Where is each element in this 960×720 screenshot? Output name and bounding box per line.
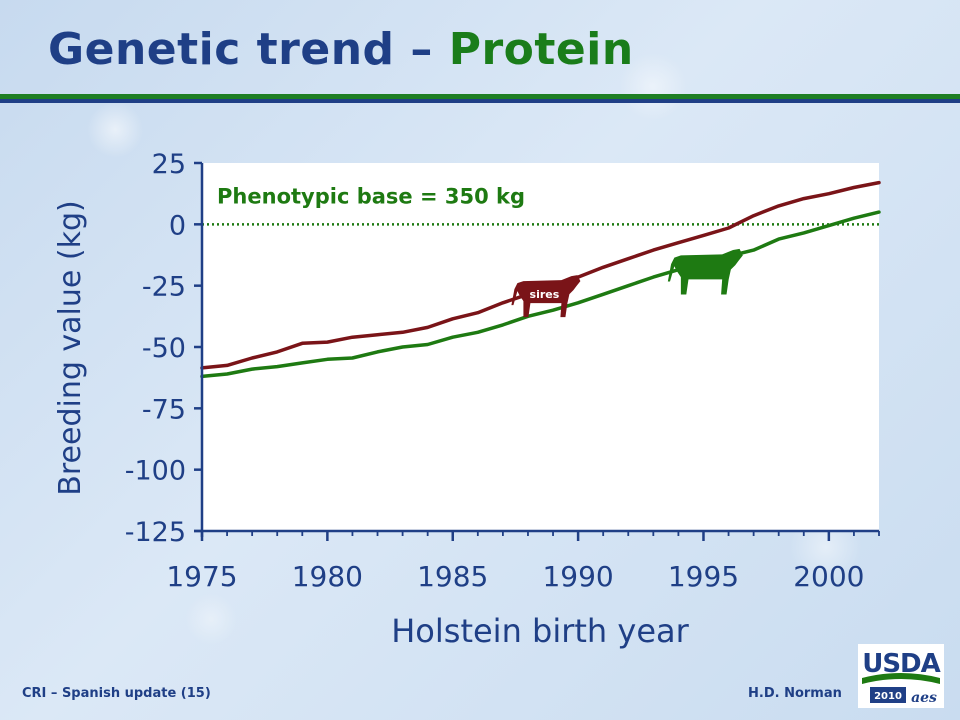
cows-trend-line: [200, 210, 881, 379]
x-tick-label: 1975: [166, 560, 237, 593]
x-axis-label: Holstein birth year: [391, 612, 689, 650]
y-tick-label: 0: [169, 210, 186, 241]
title-rule-blue: [0, 99, 960, 103]
y-tick-label: -50: [142, 333, 186, 364]
title-main: Genetic trend: [48, 24, 395, 75]
title-rule-green: [0, 94, 960, 99]
slide-title: Genetic trend – Protein: [48, 24, 634, 75]
y-axis-label: Breeding value (kg): [53, 200, 88, 495]
x-tick-label: 1980: [292, 560, 363, 593]
phenotypic-base-label: Phenotypic base = 350 kg: [217, 184, 525, 208]
title-sub: Protein: [448, 24, 634, 75]
footer-presentation-label: CRI – Spanish update (15): [22, 686, 211, 701]
title-dash: –: [410, 24, 433, 75]
sires-label: sires: [530, 288, 560, 301]
x-tick-label: 1995: [668, 560, 739, 593]
usda-logo-year: 2010: [874, 691, 902, 702]
y-tick-label: 25: [152, 149, 186, 180]
aes-logo-mark: aes: [911, 690, 937, 706]
y-tick-label: -75: [142, 394, 186, 425]
y-tick-label: -100: [125, 456, 186, 487]
y-tick-label: -125: [125, 517, 186, 548]
footer-author: H.D. Norman: [748, 686, 842, 701]
x-tick-label: 1990: [542, 560, 613, 593]
x-tick-label: 1985: [417, 560, 488, 593]
plot-area: [202, 163, 879, 531]
usda-logo: USDA 2010 aes: [858, 644, 944, 708]
y-tick-label: -25: [142, 272, 186, 303]
x-tick-label: 2000: [793, 560, 864, 593]
